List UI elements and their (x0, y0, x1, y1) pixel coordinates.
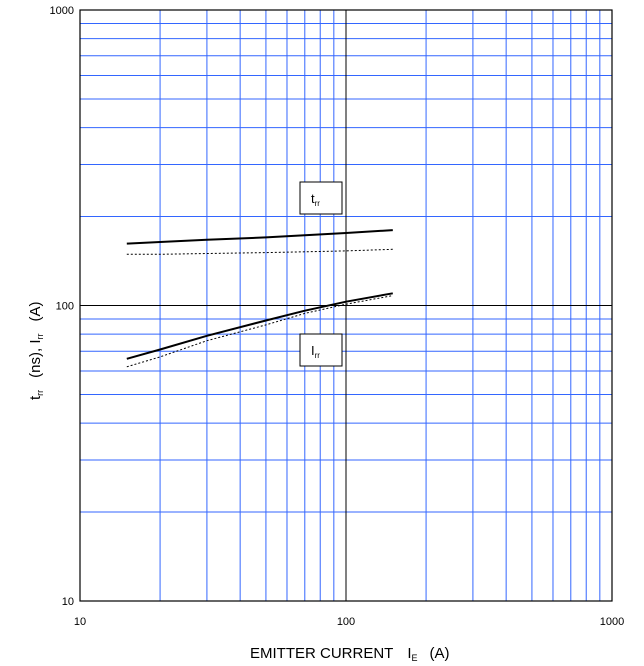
y-tick-label: 100 (56, 301, 74, 313)
x-tick-label: 1000 (600, 616, 624, 628)
series-line-trr-dotted (126, 248, 393, 255)
svg-text:trr: trr (311, 191, 320, 208)
svg-text:Irr: Irr (311, 343, 320, 360)
x-axis-title-symbol: I (407, 645, 411, 662)
x-axis-title-main: EMITTER CURRENT (250, 645, 393, 662)
tick-labels: 10 100 1000 10 100 1000 (50, 5, 625, 628)
x-tick-label: 10 (74, 616, 86, 628)
plot-frame (79, 9, 613, 602)
series-line-irr-dotted (126, 295, 393, 368)
x-axis-title-unit: (A) (430, 645, 450, 662)
annotation-irr: Irr (299, 333, 343, 367)
grid (80, 10, 612, 601)
series-line-irr (126, 292, 393, 360)
y-tick-label: 10 (62, 596, 74, 608)
x-axis-title: EMITTER CURRENT IE (A) (250, 645, 450, 663)
series-line-trr (126, 229, 393, 245)
series-layer (126, 229, 393, 368)
annotation-trr-sub: rr (315, 199, 321, 208)
annotation-trr-symbol: t (311, 191, 315, 206)
annotation-irr-sub: rr (315, 351, 321, 360)
x-axis-title-sub: E (412, 653, 418, 663)
x-tick-label: 100 (337, 616, 355, 628)
annotation-trr: trr (299, 181, 343, 215)
annotation-irr-symbol: I (311, 343, 315, 358)
y-axis-title-sub1: rr (35, 390, 45, 396)
y-axis-title: trr(ns), Irr(A) (27, 301, 45, 400)
y-axis-title-unit: (A) (27, 301, 44, 321)
y-axis-title-symbol: t (27, 395, 44, 400)
y-tick-label: 1000 (50, 5, 74, 17)
y-axis-title-mid: (ns), I (27, 339, 44, 377)
y-axis-title-sub2: rr (35, 333, 45, 339)
